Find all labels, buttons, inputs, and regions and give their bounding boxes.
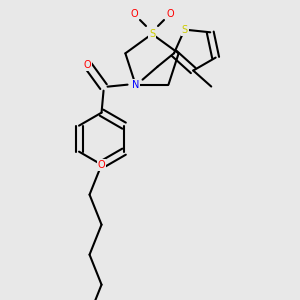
Text: S: S — [149, 29, 155, 39]
Text: S: S — [182, 25, 188, 34]
Text: N: N — [132, 80, 139, 90]
Text: O: O — [130, 9, 138, 19]
Text: O: O — [166, 9, 174, 19]
Text: O: O — [98, 160, 105, 170]
Text: O: O — [84, 60, 92, 70]
